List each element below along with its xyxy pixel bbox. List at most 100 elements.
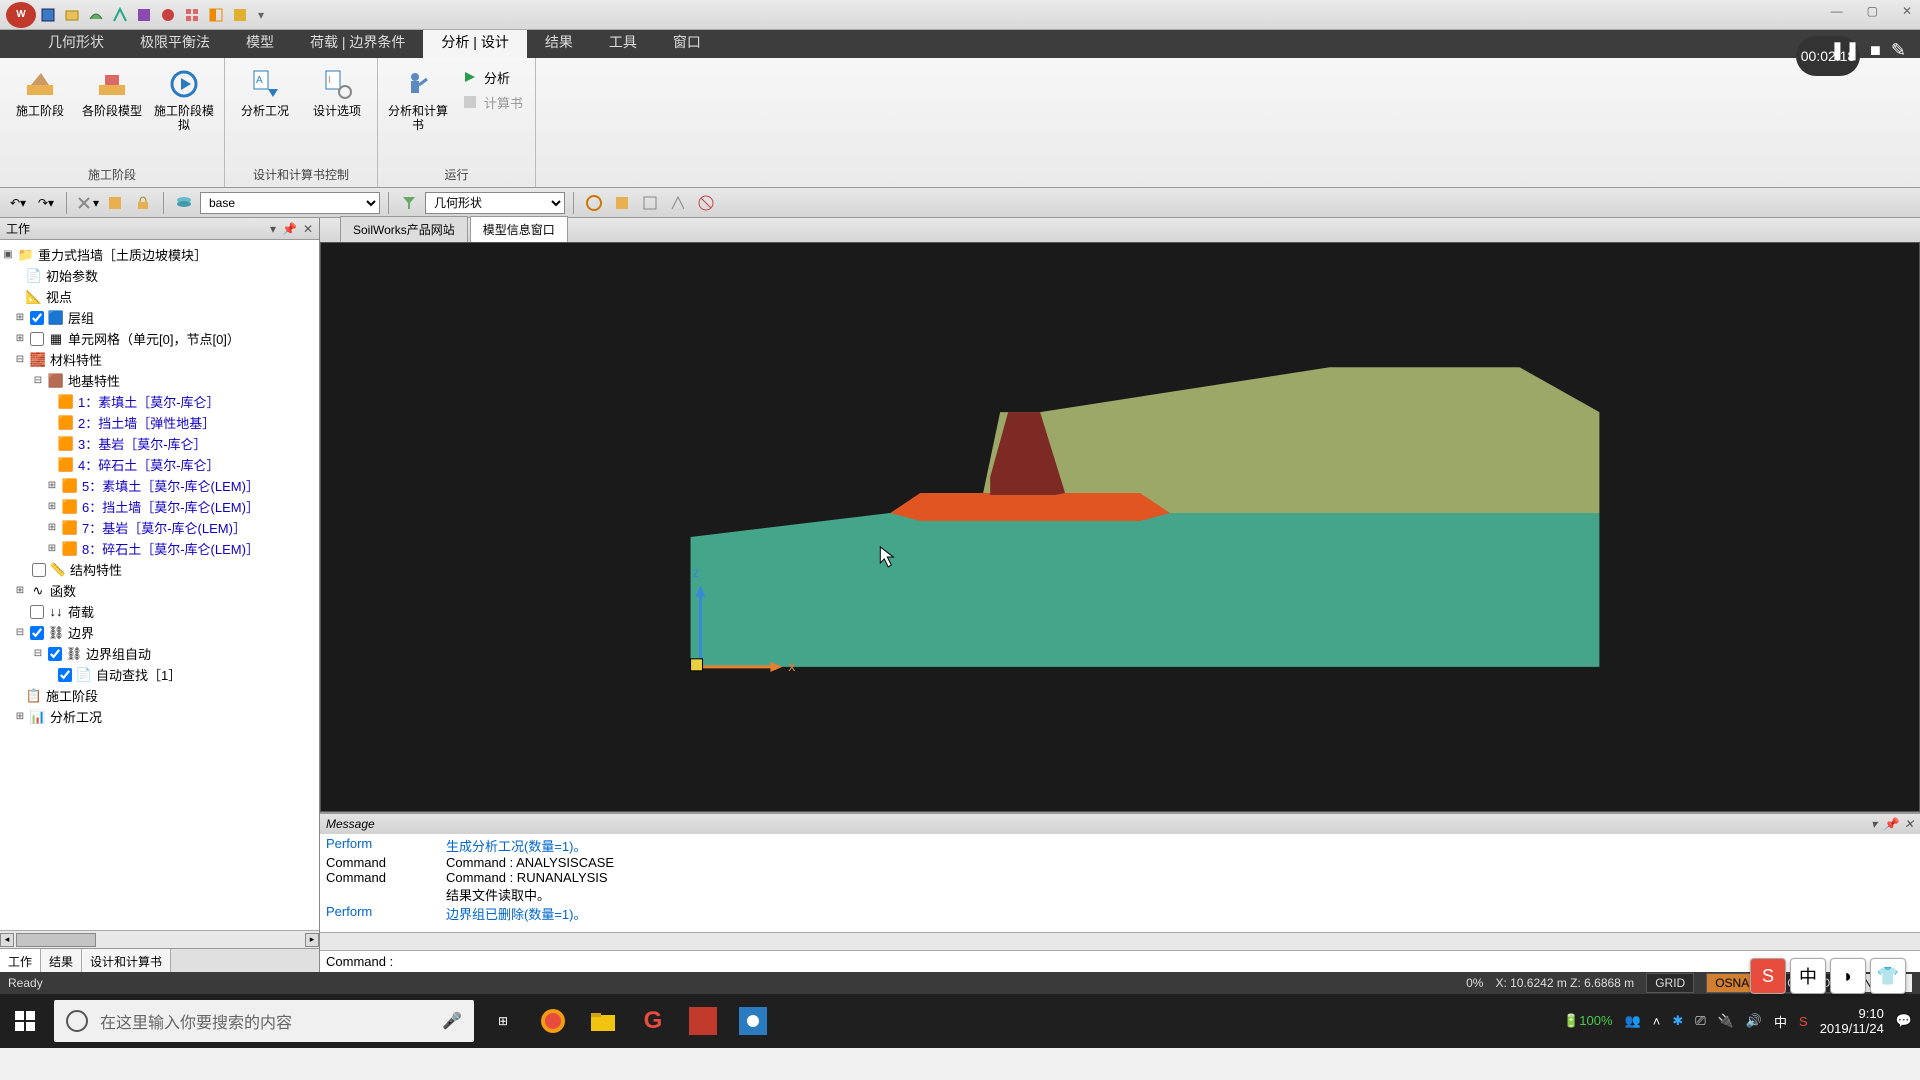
tree-tab-work[interactable]: 工作 [0, 949, 41, 972]
tree-struct[interactable]: 结构特性 [70, 560, 122, 579]
tree-init-params[interactable]: 初始参数 [46, 266, 98, 285]
rec-stop-icon[interactable]: ■ [1870, 40, 1881, 61]
taskbar-recorder-icon[interactable] [728, 994, 778, 1048]
window-minimize-icon[interactable]: — [1831, 4, 1843, 18]
tree-cb-layer[interactable] [30, 311, 44, 325]
btn-analysis-case[interactable]: A 分析工况 [231, 62, 299, 164]
tree-cb-mesh[interactable] [30, 332, 44, 346]
qat-btn9-icon[interactable] [229, 4, 251, 26]
tree-cb-auto[interactable] [58, 668, 72, 682]
window-close-icon[interactable]: ✕ [1902, 4, 1912, 18]
tray-up-icon[interactable]: ˄ [1653, 1014, 1661, 1029]
qat-btn3-icon[interactable] [85, 4, 107, 26]
view-btn1-icon[interactable] [582, 191, 606, 215]
tree-boundary-group[interactable]: 边界组自动 [86, 644, 151, 663]
tree-load[interactable]: 荷载 [68, 602, 94, 621]
vp-tab-model[interactable]: 模型信息窗口 [470, 216, 568, 242]
tree-material[interactable]: 材料特性 [50, 350, 102, 369]
tray-clock[interactable]: 9:10 2019/11/24 [1820, 1006, 1884, 1036]
tab-result[interactable]: 结果 [527, 26, 591, 58]
tree-cb-bound[interactable] [30, 626, 44, 640]
rec-pause-icon[interactable]: ❚❚ [1830, 40, 1860, 61]
qat-btn5-icon[interactable] [133, 4, 155, 26]
tool-lock-icon[interactable] [131, 191, 155, 215]
tab-model[interactable]: 模型 [228, 26, 292, 58]
msg-hscroll[interactable] [320, 932, 1920, 950]
btn-construction-stage[interactable]: 施工阶段 [6, 62, 74, 164]
view-btn5-icon[interactable] [694, 191, 718, 215]
layer-select[interactable]: base [200, 192, 380, 214]
msg-pin-icon[interactable]: 📌 [1883, 817, 1898, 831]
view-btn4-icon[interactable] [666, 191, 690, 215]
qat-save-icon[interactable] [37, 4, 59, 26]
vp-tab-website[interactable]: SoilWorks产品网站 [340, 216, 468, 242]
layer-icon[interactable] [172, 191, 196, 215]
app-logo[interactable]: W [6, 2, 36, 28]
tree-pin-icon[interactable]: 📌 [282, 222, 297, 236]
qat-btn8-icon[interactable] [205, 4, 227, 26]
tab-load-bc[interactable]: 荷载 | 边界条件 [292, 26, 423, 58]
ime-skin-icon[interactable]: 👕 [1870, 958, 1906, 994]
command-line[interactable]: Command : [320, 950, 1920, 972]
taskbar-soilworks-icon[interactable] [678, 994, 728, 1048]
tree-cb-struct[interactable] [32, 563, 46, 577]
btn-run-analysis-calc[interactable]: 分析和计算书 [384, 62, 452, 164]
tree-mat-2[interactable]: 2：挡土墙［弹性地基］ [78, 413, 215, 432]
ime-sogou-icon[interactable]: S [1750, 958, 1786, 994]
tree-foundation[interactable]: 地基特性 [68, 371, 120, 390]
tree-root[interactable]: 重力式挡墙［土质边坡模块］ [38, 245, 207, 264]
mic-icon[interactable]: 🎤 [442, 1011, 462, 1031]
tree-mat-1[interactable]: 1：素填土［莫尔-库仑］ [78, 392, 220, 411]
tree-layer-group[interactable]: 层组 [68, 308, 94, 327]
tree-mat-3[interactable]: 3：基岩［莫尔-库仑］ [78, 434, 207, 453]
tab-window[interactable]: 窗口 [655, 26, 719, 58]
redo-icon[interactable]: ↷▾ [34, 191, 58, 215]
task-view-icon[interactable]: ⊞ [478, 994, 528, 1048]
tree-mat-7[interactable]: 7：基岩［莫尔-库仑(LEM)］ [82, 518, 246, 537]
tray-notif-icon[interactable]: 💬 [1896, 1013, 1912, 1029]
tree-close-icon[interactable]: ✕ [303, 222, 313, 236]
tree-cb-bgrp[interactable] [48, 647, 62, 661]
window-maximize-icon[interactable]: ▢ [1867, 4, 1878, 18]
tree-mat-5[interactable]: 5：素填土［莫尔-库仑(LEM)］ [82, 476, 259, 495]
tree-mat-6[interactable]: 6：挡土墙［莫尔-库仑(LEM)］ [82, 497, 259, 516]
tree-tab-result[interactable]: 结果 [41, 949, 82, 972]
msg-dropdown-icon[interactable]: ▾ [1871, 817, 1877, 831]
model-viewport[interactable]: x z [320, 242, 1920, 812]
tray-people-icon[interactable]: 👥 [1625, 1013, 1641, 1029]
filter-icon[interactable] [397, 191, 421, 215]
message-body[interactable]: Perform生成分析工况(数量=1)。CommandCommand : ANA… [320, 834, 1920, 932]
status-grid[interactable]: GRID [1646, 973, 1694, 993]
tab-lem[interactable]: 极限平衡法 [122, 26, 228, 58]
ime-moon-icon[interactable]: ◗ [1830, 958, 1866, 994]
qat-btn4-icon[interactable] [109, 4, 131, 26]
tree-cb-load[interactable] [30, 605, 44, 619]
tree-viewpoint[interactable]: 视点 [46, 287, 72, 306]
view-btn2-icon[interactable] [610, 191, 634, 215]
tree-mat-8[interactable]: 8：碎石土［莫尔-库仑(LEM)］ [82, 539, 259, 558]
tree-dropdown-icon[interactable]: ▾ [270, 222, 276, 236]
start-button[interactable] [0, 994, 50, 1048]
qat-btn7-icon[interactable] [181, 4, 203, 26]
tray-safe-icon[interactable]: ⎚ [1695, 1013, 1705, 1029]
taskbar-search[interactable]: 在这里输入你要搜索的内容 🎤 [54, 1000, 474, 1042]
ime-lang-icon[interactable]: 中 [1790, 958, 1826, 994]
view-btn3-icon[interactable] [638, 191, 662, 215]
tree-hscroll[interactable]: ◂▸ [0, 930, 319, 948]
rec-edit-icon[interactable]: ✎ [1891, 40, 1906, 61]
tree-boundary[interactable]: 边界 [68, 623, 94, 642]
tree-function[interactable]: 函数 [50, 581, 76, 600]
qat-open-icon[interactable] [61, 4, 83, 26]
tree-stage[interactable]: 施工阶段 [46, 686, 98, 705]
tab-analysis-design[interactable]: 分析 | 设计 [423, 26, 526, 58]
tree-mat-4[interactable]: 4：碎石土［莫尔-库仑］ [78, 455, 220, 474]
qat-btn6-icon[interactable] [157, 4, 179, 26]
tree-mesh[interactable]: 单元网格（单元[0]，节点[0]） [68, 329, 240, 348]
btn-run-calc[interactable]: 计算书 [458, 91, 527, 114]
tool-icon-1[interactable]: ▾ [75, 191, 99, 215]
undo-icon[interactable]: ↶▾ [6, 191, 30, 215]
tray-vol-icon[interactable]: 🔊 [1746, 1013, 1762, 1029]
tree-analysis-case[interactable]: 分析工况 [50, 707, 102, 726]
tray-power-icon[interactable]: 🔌 [1718, 1013, 1734, 1029]
btn-stage-model[interactable]: 各阶段模型 [78, 62, 146, 164]
